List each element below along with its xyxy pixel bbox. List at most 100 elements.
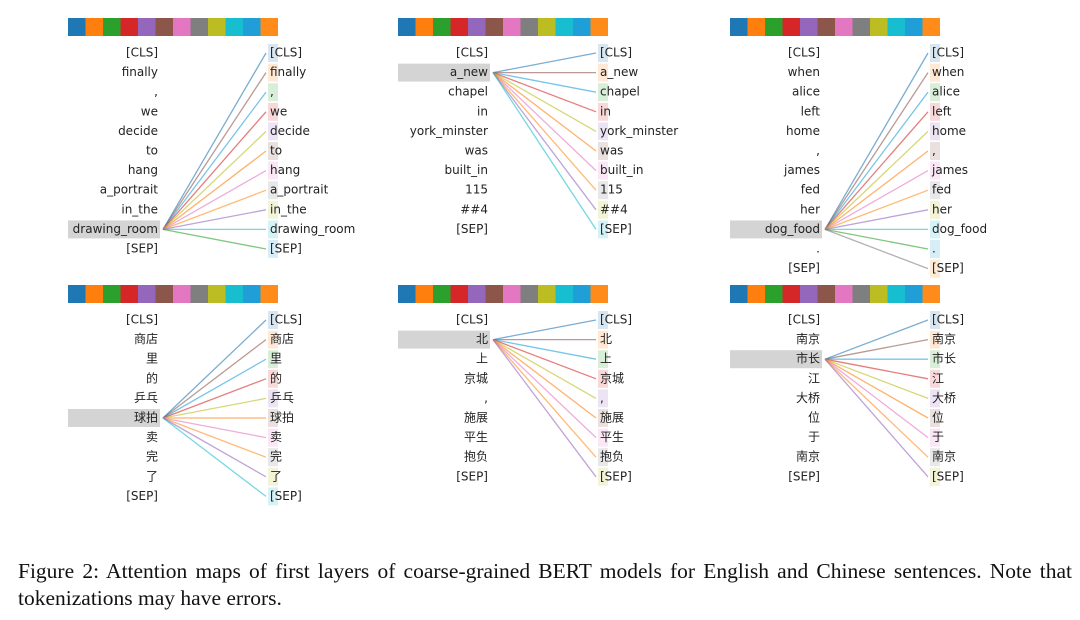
right-token: built_in <box>600 163 644 177</box>
head-color <box>590 285 608 303</box>
left-token: [CLS] <box>456 46 488 60</box>
head-color <box>173 18 191 36</box>
head-color <box>120 18 138 36</box>
right-token: when <box>932 65 964 79</box>
attention-line <box>162 228 267 250</box>
right-highlight <box>268 161 278 180</box>
attention-line <box>492 339 597 419</box>
attention-line <box>492 71 597 113</box>
left-token: 上 <box>476 352 488 366</box>
attention-line <box>492 339 597 439</box>
head-color <box>190 285 208 303</box>
head-color <box>415 18 433 36</box>
right-token: [CLS] <box>600 313 632 327</box>
right-highlight <box>930 330 940 349</box>
left-token: [CLS] <box>788 46 820 60</box>
right-token: a_portrait <box>270 183 329 197</box>
head-color <box>922 18 940 36</box>
attention-line <box>492 338 597 380</box>
right-token: 位 <box>932 410 944 425</box>
right-token: we <box>270 104 287 118</box>
head-color <box>905 18 923 36</box>
attention-line <box>162 417 267 478</box>
right-highlight <box>598 448 608 467</box>
right-token: 北 <box>600 332 612 346</box>
attention-line <box>162 319 267 419</box>
attention-line <box>492 338 597 360</box>
head-color <box>155 285 173 303</box>
right-highlight <box>268 350 278 369</box>
right-highlight <box>930 369 940 388</box>
head-color <box>243 18 261 36</box>
left-token: hang <box>128 163 158 177</box>
right-highlight <box>598 311 608 329</box>
left-token: [SEP] <box>788 261 820 275</box>
right-highlight <box>268 181 278 200</box>
head-color <box>225 285 243 303</box>
head-color <box>398 285 416 303</box>
right-highlight <box>268 369 278 388</box>
figure: [CLS] [CLS] finally finally, , we we decide deci… <box>68 18 987 506</box>
left-token: 北 <box>476 332 488 346</box>
right-highlight <box>930 428 940 447</box>
head-color <box>765 285 783 303</box>
head-color <box>138 285 156 303</box>
attention-line <box>492 339 597 399</box>
attention-line <box>162 91 267 230</box>
left-token: in <box>477 104 488 118</box>
head-color <box>208 285 226 303</box>
right-token: , <box>270 85 274 99</box>
left-token: [CLS] <box>456 313 488 327</box>
head-color <box>173 285 191 303</box>
attention-line <box>824 358 929 400</box>
right-highlight <box>930 311 940 329</box>
left-token: 完 <box>146 449 158 464</box>
right-token: [CLS] <box>600 46 632 60</box>
head-color <box>800 18 818 36</box>
head-color <box>415 285 433 303</box>
right-token: [SEP] <box>600 222 632 236</box>
left-token: 里 <box>146 352 158 366</box>
right-token: alice <box>932 85 960 99</box>
right-highlight <box>930 161 940 180</box>
right-highlight <box>598 44 608 62</box>
head-color <box>817 285 835 303</box>
head-color <box>433 285 451 303</box>
head-color <box>730 18 748 36</box>
attention-line <box>162 339 267 419</box>
right-token: [CLS] <box>932 313 964 327</box>
attention-line <box>162 150 267 230</box>
attention-line <box>824 111 929 230</box>
head-color <box>555 18 573 36</box>
right-token: fed <box>932 183 951 197</box>
head-color <box>747 18 765 36</box>
right-token: , <box>600 391 604 405</box>
right-token: 商店 <box>270 331 294 346</box>
right-token: 大桥 <box>932 391 956 405</box>
attention-line <box>824 91 929 230</box>
right-token: left <box>932 104 952 118</box>
head-color <box>208 18 226 36</box>
attention-line <box>492 319 597 341</box>
head-color <box>765 18 783 36</box>
left-token: 乒乓 <box>134 391 158 405</box>
attention-line <box>824 358 929 419</box>
right-token: [SEP] <box>600 469 632 483</box>
left-token: 位 <box>808 410 820 425</box>
right-token: home <box>932 124 966 138</box>
right-token: [SEP] <box>270 242 302 256</box>
right-highlight <box>930 83 940 102</box>
attention-line <box>162 189 267 231</box>
attention-line <box>492 72 597 191</box>
right-highlight <box>598 220 608 239</box>
attention-line <box>824 358 929 380</box>
attention-line <box>492 72 597 230</box>
head-color <box>555 285 573 303</box>
head-color <box>260 18 278 36</box>
right-token: in <box>600 104 611 118</box>
left-token: 大桥 <box>796 391 820 405</box>
head-color <box>922 285 940 303</box>
attention-line <box>162 378 267 419</box>
right-token: a_new <box>600 65 638 79</box>
attention-line <box>162 72 267 230</box>
